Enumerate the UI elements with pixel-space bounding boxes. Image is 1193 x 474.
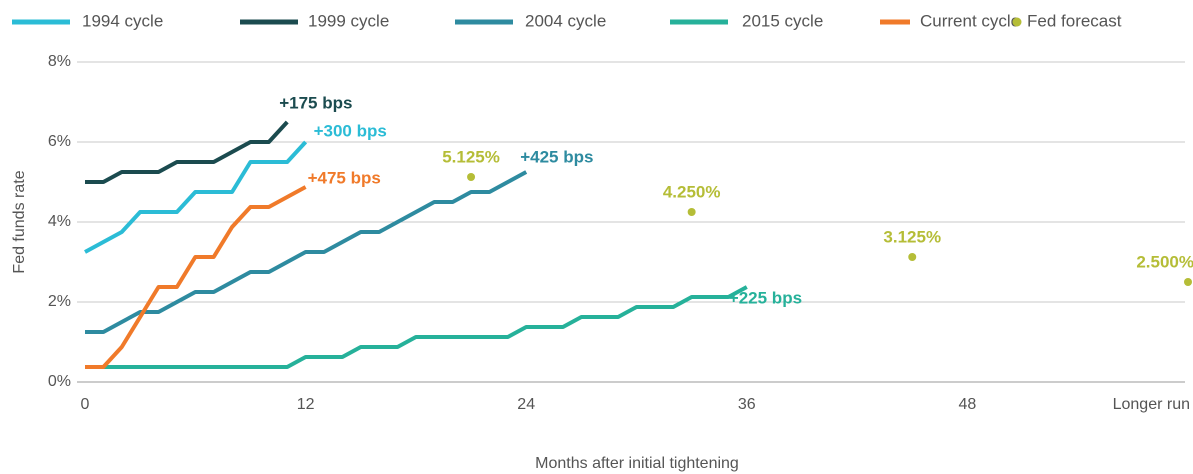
data-label: 4.250% [663, 182, 721, 201]
legend-label: 2004 cycle [525, 11, 606, 30]
y-tick-label: 0% [48, 373, 71, 390]
x-tick-label: 36 [738, 396, 756, 413]
legend-swatch [1012, 17, 1022, 27]
legend-label: Current cycle [920, 11, 1020, 30]
x-tick-label: 12 [297, 396, 315, 413]
y-tick-label: 4% [48, 213, 71, 230]
series-line [85, 170, 528, 334]
forecast-dot [1184, 278, 1192, 286]
series-line [84, 140, 308, 254]
data-label: 3.125% [883, 227, 941, 246]
x-tick-label: Longer run [1113, 396, 1190, 413]
legend-label: 2015 cycle [742, 11, 823, 30]
forecast-dot [687, 208, 696, 216]
legend-label: 1999 cycle [308, 11, 389, 30]
data-label: 2.500% [1136, 252, 1193, 271]
y-tick-label: 6% [48, 133, 71, 150]
annotation: +225 bps [729, 288, 802, 307]
y-tick-label: 2% [48, 293, 71, 310]
annotation: +175 bps [279, 93, 352, 112]
forecast-dot [467, 173, 476, 181]
legend-label: 1994 cycle [82, 11, 163, 30]
x-tick-label: 0 [81, 396, 90, 413]
legend-label: Fed forecast [1027, 11, 1122, 30]
forecast-dot [908, 253, 917, 261]
series-line [85, 120, 289, 184]
data-label: 5.125% [442, 147, 500, 166]
y-tick-label: 8% [48, 53, 71, 70]
series-line [85, 285, 748, 369]
x-axis-label: Months after initial tightening [535, 455, 739, 472]
annotation: +425 bps [520, 147, 593, 166]
annotation: +300 bps [314, 121, 387, 140]
annotation: +475 bps [308, 168, 381, 187]
series-line [85, 185, 307, 369]
x-tick-label: 24 [517, 396, 535, 413]
y-axis-label: Fed funds rate [11, 170, 28, 273]
x-tick-label: 48 [959, 396, 977, 413]
